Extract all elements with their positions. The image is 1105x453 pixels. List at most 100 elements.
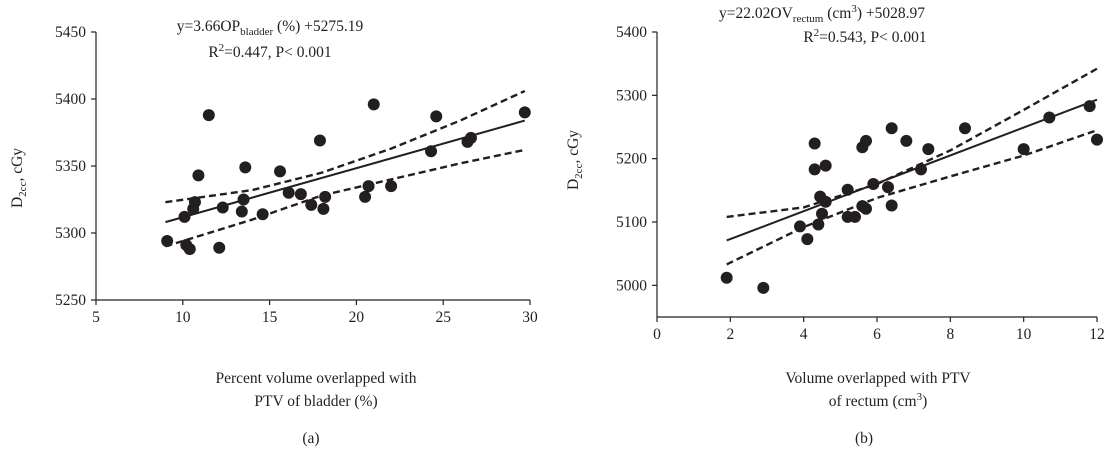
x-tick-label: 8 [946,326,954,343]
x-tick-label: 25 [435,309,451,326]
panel-label: (a) [302,430,319,447]
x-tick-labels: 0 2 4 6 8 10 12 [653,326,1105,343]
data-point [183,243,196,256]
x-axis-label: Percent volume overlapped with [215,370,416,387]
y-tick-labels: 5250 5300 5350 5400 5450 [55,24,86,309]
data-points [161,98,531,256]
data-point [1091,133,1103,146]
panel-label: (b) [855,430,873,447]
data-point [808,163,821,176]
data-point [464,131,477,144]
data-point [305,198,318,211]
data-point [313,134,326,147]
x-tick-label: 12 [1089,326,1105,343]
data-point [367,98,380,111]
data-point [882,181,894,194]
data-point [239,161,252,174]
data-point [213,241,226,254]
data-point [202,109,215,122]
ci-lower-line [726,129,1098,266]
data-point [317,202,330,215]
axes [652,31,1098,322]
data-point [256,208,269,221]
chart-panel-a: y=3.66OPbladder (%) +5275.19 R2=0.447, P… [9,18,538,447]
x-tick-label: 10 [175,309,191,326]
x-tick-label: 4 [800,326,808,343]
data-point [757,281,770,294]
data-point [161,235,174,248]
regression-stats: R2=0.447, P< 0.001 [208,42,331,61]
data-point [812,218,825,231]
data-point [816,207,828,220]
data-point [720,271,733,284]
y-tick-label: 5400 [55,91,86,108]
x-axis-label: PTV of bladder (%) [254,393,377,410]
y-tick-label: 5400 [616,24,647,41]
x-axis-label: of rectum (cm3) [829,391,927,410]
data-point [1083,100,1096,113]
chart-panel-b: y=22.02OVrectum (cm3) +5028.97 R2=0.543,… [565,3,1105,447]
y-axis-label: D2cc, cGy [565,130,585,190]
data-point [849,210,861,223]
data-point [959,122,971,135]
y-tick-label: 5450 [55,24,86,41]
data-point [274,165,287,178]
y-axis-label: D2cc, cGy [9,148,29,208]
data-point [808,137,821,150]
data-point [794,220,806,233]
data-point [819,159,832,172]
x-tick-label: 0 [653,326,661,343]
data-point [430,110,443,123]
data-point [1043,111,1056,124]
data-point [801,233,814,246]
data-point [841,183,854,196]
data-point [518,106,531,119]
y-tick-label: 5200 [616,151,647,168]
y-tick-label: 5100 [616,214,647,231]
data-point [319,190,332,203]
x-tick-label: 20 [349,309,365,326]
x-tick-label: 5 [92,309,100,326]
data-point [885,199,898,212]
x-tick-label: 10 [1016,326,1032,343]
data-point [860,202,872,215]
data-point [860,134,872,147]
ci-upper-line [726,67,1098,219]
y-tick-label: 5350 [55,158,86,175]
data-point [915,163,927,176]
x-axis-label: Volume overlapped with PTV [785,370,971,387]
data-point [1017,143,1030,156]
data-point [294,188,307,201]
x-tick-label: 6 [873,326,881,343]
data-point [359,190,372,203]
x-tick-label: 30 [522,309,538,326]
y-tick-label: 5250 [55,292,86,309]
axes [91,31,531,305]
data-point [385,180,398,193]
y-tick-label: 5300 [616,87,647,104]
fit-line [726,98,1098,242]
confidence-band [726,67,1098,266]
data-point [178,210,191,223]
data-point [885,122,898,135]
data-points [720,100,1103,294]
regression-equation: y=3.66OPbladder (%) +5275.19 [177,18,364,38]
data-point [425,145,438,158]
regression-stats: R2=0.543, P< 0.001 [803,27,926,46]
data-point [922,143,935,156]
x-tick-label: 2 [726,326,734,343]
data-point [282,186,295,199]
data-point [188,196,201,209]
data-point [867,178,880,190]
data-point [900,134,913,147]
x-tick-labels: 5 10 15 20 25 30 [92,309,538,326]
data-point [235,205,248,218]
data-point [237,193,250,206]
x-tick-label: 15 [262,309,278,326]
y-tick-label: 5300 [55,225,86,242]
y-tick-labels: 5000 5100 5200 5300 5400 [616,24,647,294]
data-point [819,195,832,208]
y-tick-label: 5000 [616,277,647,294]
regression-equation: y=22.02OVrectum (cm3) +5028.97 [719,3,925,25]
